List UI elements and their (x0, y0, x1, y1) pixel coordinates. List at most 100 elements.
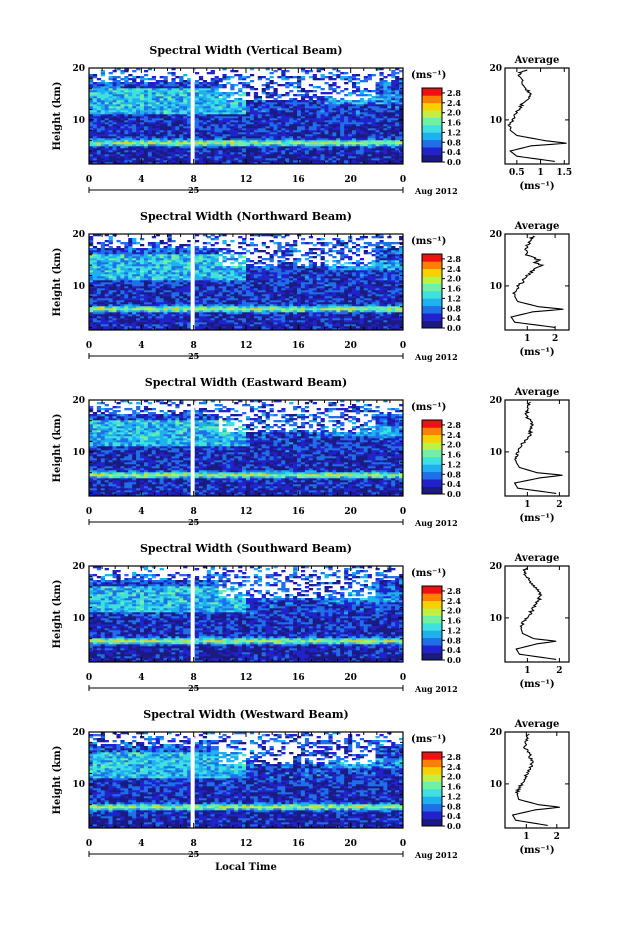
heatmap-cell (120, 276, 125, 279)
heatmap-cell (92, 318, 98, 321)
heatmap-cell (175, 326, 180, 329)
heatmap-cell (120, 320, 125, 323)
heatmap-cell (104, 310, 109, 313)
heatmap-cell (128, 240, 133, 243)
heatmap-cell (297, 102, 302, 105)
heatmap-cell (163, 76, 168, 79)
heatmap-cell (183, 248, 188, 251)
heatmap-cell (124, 138, 129, 141)
heatmap-cell (140, 302, 145, 305)
heatmap-cell (202, 112, 208, 115)
heatmap-cell (198, 116, 204, 119)
heatmap-cell (147, 126, 153, 129)
heatmap-cell (116, 68, 121, 71)
heatmap-cell (202, 308, 208, 311)
heatmap-cell (304, 130, 310, 133)
heatmap-cell (92, 84, 98, 87)
heatmap-cell (124, 260, 129, 263)
heatmap-cell (183, 82, 188, 85)
heatmap-cell (214, 252, 219, 255)
heatmap-cell (395, 126, 400, 129)
heatmap-cell (340, 112, 345, 115)
heatmap-cell (273, 88, 278, 91)
heatmap-cell (293, 130, 298, 133)
heatmap-cell (96, 252, 102, 255)
heatmap-cell (108, 286, 113, 289)
heatmap-cell (328, 124, 333, 127)
heatmap-cell (167, 264, 172, 267)
heatmap-cell (332, 108, 337, 111)
heatmap-cell (238, 110, 243, 113)
heatmap-cell (179, 76, 184, 79)
heatmap-cell (277, 160, 282, 163)
heatmap-cell (89, 238, 94, 241)
heatmap-cell (124, 280, 129, 283)
heatmap-cell (167, 314, 172, 317)
heatmap-cell (395, 140, 400, 143)
heatmap-cell (175, 258, 180, 261)
heatmap-cell (238, 138, 243, 141)
heatmap-cell (175, 324, 180, 327)
heatmap-cell (395, 130, 400, 133)
heatmap-cell (249, 86, 255, 89)
heatmap-cell (163, 292, 168, 295)
heatmap-cell (100, 144, 105, 147)
heatmap-cell (312, 152, 317, 155)
heatmap-cell (355, 140, 361, 143)
heatmap-cell (104, 298, 109, 301)
heatmap-cell (230, 150, 235, 153)
heatmap-cell (198, 252, 204, 255)
heatmap-cell (194, 138, 200, 141)
heatmap-cell (116, 102, 121, 105)
heatmap-cell (163, 276, 168, 279)
heatmap-cell (395, 92, 400, 95)
heatmap-cell (116, 296, 121, 299)
heatmap-cell (214, 236, 219, 239)
heatmap-cell (297, 94, 302, 97)
heatmap-cell (222, 268, 227, 271)
heatmap-cell (300, 140, 306, 143)
heatmap-cell (375, 156, 380, 159)
heatmap-cell (96, 250, 102, 253)
heatmap-cell (92, 310, 98, 313)
heatmap-cell (147, 128, 153, 131)
heatmap-cell (187, 98, 192, 101)
heatmap-cell (218, 152, 223, 155)
heatmap-cell (344, 128, 349, 131)
heatmap-cell (163, 134, 168, 137)
heatmap-cell (198, 146, 204, 149)
heatmap-cell (112, 114, 117, 117)
heatmap-cell (320, 108, 325, 111)
heatmap-cell (293, 104, 298, 107)
heatmap-cell (308, 146, 314, 149)
heatmap-cell (281, 84, 286, 87)
heatmap-cell (198, 92, 204, 95)
heatmap-cell (132, 136, 137, 139)
heatmap-cell (383, 156, 388, 159)
heatmap-cell (143, 276, 149, 279)
heatmap-cell (214, 274, 219, 277)
heatmap-cell (89, 306, 94, 309)
heatmap-cell (226, 92, 231, 95)
heatmap-cell (179, 276, 184, 279)
heatmap-cell (132, 156, 137, 159)
heatmap-cell (183, 118, 188, 121)
heatmap-cell (202, 258, 208, 261)
heatmap-cell (359, 136, 365, 139)
heatmap-cell (328, 86, 333, 89)
heatmap-cell (269, 118, 274, 121)
heatmap-cell (140, 150, 145, 153)
heatmap-cell (124, 270, 129, 273)
heatmap-cell (297, 110, 302, 113)
heatmap-cell (214, 258, 219, 261)
heatmap-cell (100, 306, 105, 309)
heatmap-cell (167, 316, 172, 319)
heatmap-cell (187, 88, 192, 91)
heatmap-cell (391, 94, 396, 97)
heatmap-cell (89, 258, 94, 261)
heatmap-cell (136, 140, 141, 143)
heatmap-cell (183, 74, 188, 77)
heatmap-cell (210, 308, 215, 311)
heatmap-cell (92, 138, 98, 141)
